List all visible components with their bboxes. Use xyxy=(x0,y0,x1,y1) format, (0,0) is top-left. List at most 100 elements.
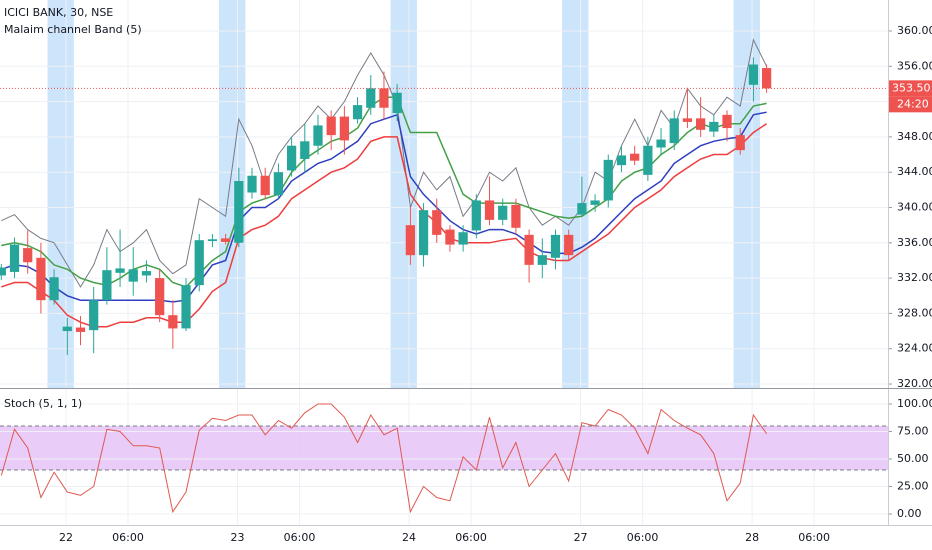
candle-body xyxy=(630,153,640,161)
session-highlight xyxy=(390,0,417,388)
candle-body xyxy=(89,300,99,331)
session-highlight xyxy=(47,0,74,388)
y-tick-label: 340.00 xyxy=(897,201,932,214)
y-tick-label: 336.00 xyxy=(897,236,932,249)
candle-body xyxy=(498,205,508,220)
candle-body xyxy=(9,244,20,272)
candle-body xyxy=(445,229,455,245)
candle-body xyxy=(524,234,534,265)
candle-body xyxy=(392,92,402,114)
candle-body xyxy=(432,210,442,235)
stoch-title: Stoch (5, 1, 1) xyxy=(4,397,82,410)
x-tick-label: 24 xyxy=(402,531,416,544)
countdown-label: 24:20 xyxy=(897,97,929,110)
y-tick-label: 348.00 xyxy=(897,130,932,143)
candle-body xyxy=(590,200,600,205)
chart-title: ICICI BANK, 30, NSE xyxy=(4,6,113,19)
candle-body xyxy=(273,172,284,196)
candle-body xyxy=(194,240,204,286)
candle-body xyxy=(62,326,72,332)
candle-body xyxy=(168,315,178,329)
y-tick-label: 100.00 xyxy=(897,397,932,410)
y-tick-label: 25.00 xyxy=(897,479,929,492)
session-highlight xyxy=(733,0,761,388)
candle-body xyxy=(643,145,653,175)
candle-body xyxy=(313,125,323,146)
candle-body xyxy=(405,225,415,256)
candle-body xyxy=(155,278,165,316)
y-tick-label: 320.00 xyxy=(897,377,932,390)
candle-body xyxy=(0,267,6,276)
marks-layer xyxy=(0,38,772,514)
candle-body xyxy=(234,181,244,243)
x-tick-label: 06:00 xyxy=(112,531,144,544)
y-tick-label: 360.00 xyxy=(897,24,932,37)
candle-body xyxy=(511,204,521,228)
candle-body xyxy=(141,271,152,276)
candle-body xyxy=(366,88,376,108)
x-tick-label: 06:00 xyxy=(798,531,830,544)
session-highlight xyxy=(562,0,589,388)
candle-body xyxy=(247,175,257,193)
candle-body xyxy=(221,238,231,242)
candle-body xyxy=(379,88,389,108)
channel-line xyxy=(1,123,768,328)
y-tick-label: 0.00 xyxy=(897,507,922,520)
candle-body xyxy=(735,135,745,151)
candle-body xyxy=(102,270,112,301)
candle-body xyxy=(761,68,772,89)
candle-body xyxy=(669,118,679,144)
y-tick-label: 50.00 xyxy=(897,452,929,465)
countdown-box xyxy=(889,96,932,113)
x-tick-label: 06:00 xyxy=(284,531,316,544)
under-layer xyxy=(0,0,888,525)
candle-body xyxy=(181,285,191,329)
y-tick-label: 356.00 xyxy=(897,59,932,72)
candle-body xyxy=(616,155,627,166)
candle-body xyxy=(300,141,310,159)
candle-body xyxy=(207,239,218,242)
over-layer: 22 06:00 23 06:00 24 06:00 27 06:00 28 06:00 320.0… xyxy=(0,24,932,544)
stoch-band xyxy=(0,425,888,470)
candle-body xyxy=(748,64,759,85)
x-tick-label: 28 xyxy=(745,531,759,544)
x-tick-label: 27 xyxy=(574,531,588,544)
x-tick-label: 06:00 xyxy=(455,531,487,544)
x-tick-label: 23 xyxy=(231,531,245,544)
candle-body xyxy=(75,327,86,332)
y-tick-label: 75.00 xyxy=(897,424,929,437)
candle-body xyxy=(656,139,666,148)
candle-body xyxy=(36,257,46,301)
candle-body xyxy=(537,255,547,265)
candle-body xyxy=(564,234,574,256)
y-tick-label: 332.00 xyxy=(897,271,932,284)
candle-body xyxy=(326,116,336,136)
candle-body xyxy=(484,200,495,220)
candle-body xyxy=(23,248,33,263)
candle-body xyxy=(709,121,719,132)
stoch-line xyxy=(0,403,768,514)
candle-body xyxy=(286,145,297,171)
candle-body xyxy=(418,210,429,256)
candle-body xyxy=(471,200,481,231)
candle-body xyxy=(49,277,59,301)
last-price-box xyxy=(889,80,932,97)
candle-body xyxy=(352,105,363,120)
last-price-label: 353.50 xyxy=(892,81,931,94)
x-tick-label: 22 xyxy=(59,531,73,544)
candle-body xyxy=(722,114,732,129)
candle-body xyxy=(458,232,468,245)
y-tick-label: 324.00 xyxy=(897,342,932,355)
candle-body xyxy=(128,269,138,282)
candle-body xyxy=(696,118,706,130)
indicator-label: Malaim channel Band (5) xyxy=(4,23,142,36)
candle-body xyxy=(260,175,270,196)
candle-body xyxy=(603,159,613,201)
candle-body xyxy=(577,203,587,215)
y-tick-label: 328.00 xyxy=(897,306,932,319)
candle-body xyxy=(682,118,693,122)
candle-body xyxy=(115,268,125,273)
candle-body xyxy=(339,116,349,141)
candle-body xyxy=(550,234,561,258)
